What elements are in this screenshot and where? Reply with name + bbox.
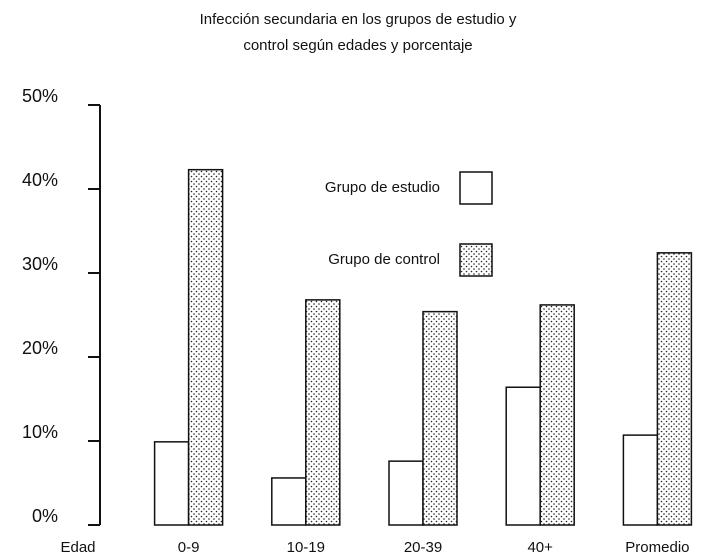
- bar: [622, 434, 659, 526]
- x-tick-label: 10-19: [287, 539, 325, 556]
- y-tick-label: 0%: [32, 506, 58, 526]
- y-tick-label: 30%: [22, 254, 58, 274]
- bar: [539, 304, 575, 526]
- bar: [305, 299, 341, 526]
- bar: [187, 168, 224, 526]
- legend-label: Grupo de estudio: [325, 179, 440, 196]
- x-tick-label: Promedio: [625, 539, 689, 556]
- bar: [505, 386, 541, 526]
- y-tick-label: 20%: [22, 338, 58, 358]
- x-tick-label: 0-9: [178, 539, 200, 556]
- x-axis-label: Edad: [60, 539, 95, 556]
- bar: [388, 460, 424, 526]
- legend-swatch: [459, 171, 493, 205]
- bar: [153, 441, 190, 526]
- x-tick-label: 20-39: [404, 539, 442, 556]
- legend-label: Grupo de control: [328, 251, 440, 268]
- chart-title: Infección secundaria en los grupos de es…: [200, 11, 517, 28]
- y-tick-label: 50%: [22, 86, 58, 106]
- y-tick-label: 10%: [22, 422, 58, 442]
- bar: [422, 310, 458, 526]
- bar: [271, 477, 307, 526]
- y-tick-label: 40%: [22, 170, 58, 190]
- chart-title: control según edades y porcentaje: [243, 37, 472, 54]
- bar: [656, 252, 693, 526]
- x-tick-label: 40+: [527, 539, 553, 556]
- legend-swatch: [459, 243, 493, 277]
